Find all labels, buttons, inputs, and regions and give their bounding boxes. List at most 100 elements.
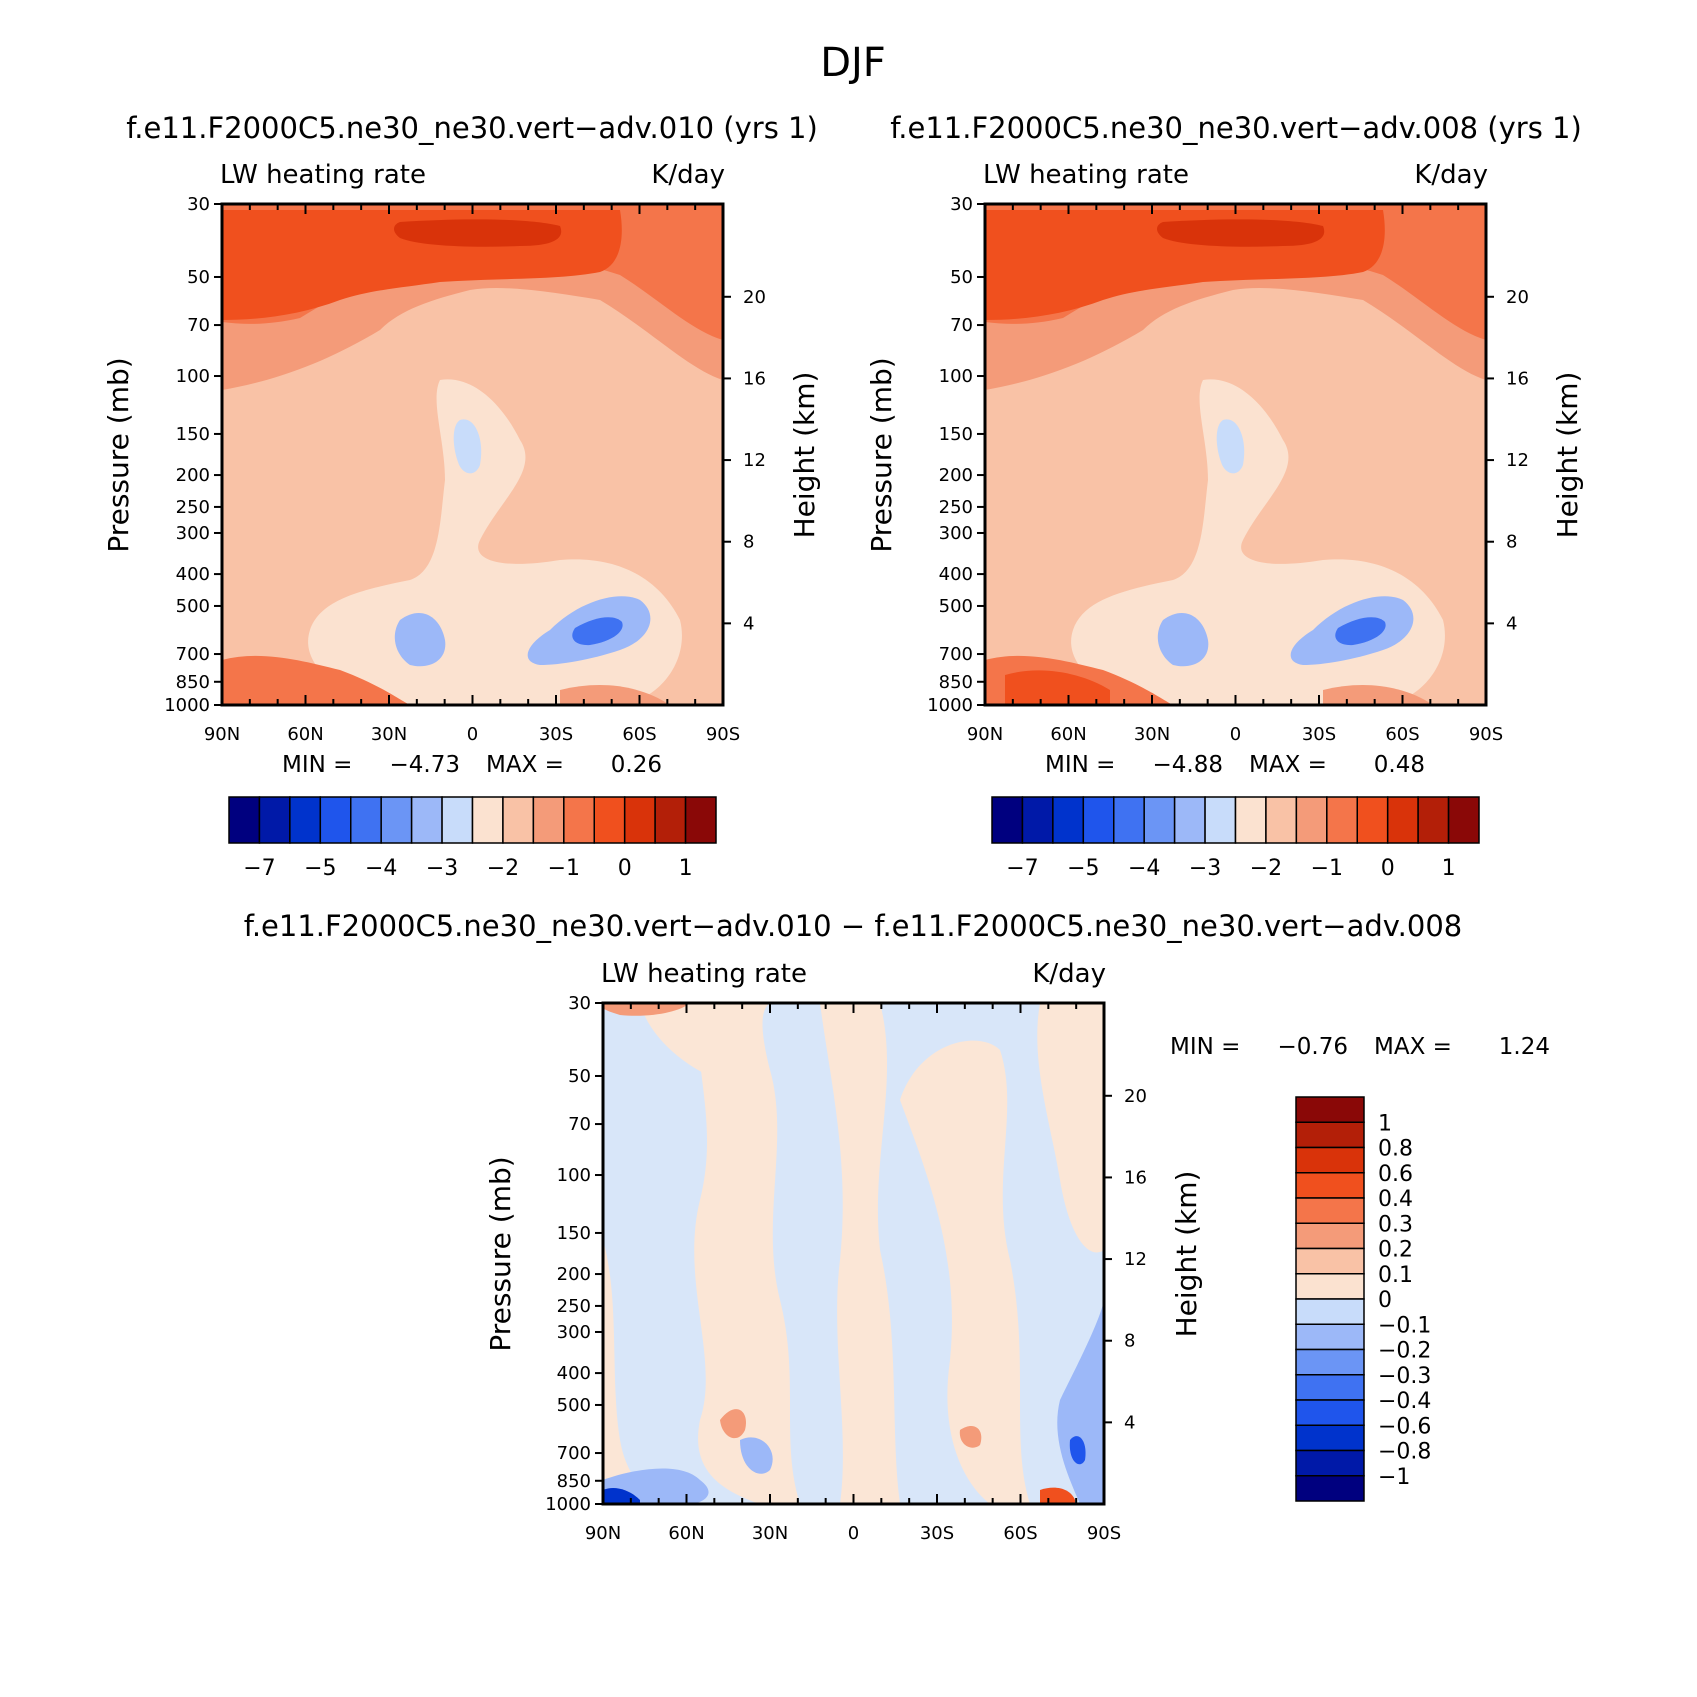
colorbar-swatch — [1113, 796, 1145, 844]
y-tick-label: 100 — [176, 366, 210, 387]
colorbar-swatch — [1295, 1323, 1365, 1351]
panel-right-units: K/day — [1414, 160, 1488, 190]
y-tick-label: 30 — [950, 194, 973, 215]
colorbar-label: −5 — [304, 856, 336, 881]
panel-diff: f.e11.F2000C5.ne30_ne30.vert−adv.010 − f… — [244, 909, 1550, 1544]
panel-diff-ylabel-right: Height (km) — [1170, 1171, 1203, 1338]
panel-left-units: K/day — [651, 160, 725, 190]
colorbar-swatch — [1326, 796, 1358, 844]
colorbar-swatch — [1295, 796, 1328, 844]
colorbar-label: −0.3 — [1378, 1364, 1431, 1389]
colorbar-label: 0 — [1378, 1288, 1392, 1313]
y-tick-label: 1000 — [927, 695, 973, 716]
contour-lower-warm-1 — [720, 1409, 746, 1439]
colorbar-swatch — [380, 796, 413, 844]
x-tick-label: 90S — [1469, 724, 1503, 745]
y-tick-label: 250 — [176, 497, 210, 518]
height-tick-label: 4 — [1124, 1412, 1135, 1433]
y-tick-label: 100 — [557, 1165, 591, 1186]
panel-diff-min-label: MIN = — [1170, 1034, 1240, 1060]
panel-left-ylabel-right: Height (km) — [788, 372, 821, 539]
colorbar-label: 0.3 — [1378, 1212, 1413, 1237]
y-tick-label: 30 — [568, 993, 591, 1014]
colorbar-swatch — [1447, 796, 1480, 844]
colorbar-swatch — [1295, 1222, 1365, 1250]
height-tick-label: 8 — [1124, 1331, 1135, 1352]
colorbar-label: −2 — [487, 856, 519, 881]
panel-right-contours — [985, 204, 1486, 705]
colorbar-label: −1 — [1311, 856, 1343, 881]
panel-right-variable: LW heating rate — [983, 160, 1189, 190]
y-tick-label: 250 — [939, 497, 973, 518]
height-tick-label: 12 — [1506, 450, 1529, 471]
y-tick-label: 500 — [176, 596, 210, 617]
contour-north-neg — [1157, 612, 1209, 667]
panel-diff-min-value: −0.76 — [1278, 1034, 1348, 1060]
colorbar-label: 1 — [679, 856, 693, 881]
colorbar-swatch — [1417, 796, 1450, 844]
panel-left: f.e11.F2000C5.ne30_ne30.vert−adv.010 (yr… — [102, 111, 821, 881]
y-tick-label: 70 — [187, 315, 210, 336]
colorbar-swatch — [1265, 796, 1298, 844]
colorbar-label: 1 — [1378, 1111, 1392, 1136]
panel-left-min-value: −4.73 — [390, 752, 460, 778]
colorbar-swatch — [1295, 1197, 1365, 1224]
colorbar-swatch — [350, 796, 382, 844]
colorbar-label: 0.2 — [1378, 1238, 1413, 1263]
colorbar-swatch — [289, 796, 322, 844]
height-tick-label: 8 — [1506, 532, 1517, 553]
figure-title: DJF — [820, 40, 886, 86]
y-tick-label: 700 — [557, 1443, 591, 1464]
panel-left-ylabel: Pressure (mb) — [102, 357, 135, 552]
colorbar-swatch — [1052, 796, 1085, 844]
colorbar-swatch — [1204, 796, 1237, 844]
contour-surface-warm — [222, 655, 410, 705]
height-tick-label: 16 — [743, 368, 766, 389]
height-tick-label: 8 — [743, 532, 754, 553]
contour-south-warm — [959, 1425, 982, 1448]
y-tick-label: 500 — [939, 596, 973, 617]
colorbar-label: 0.8 — [1378, 1137, 1413, 1162]
colorbar-swatch — [1143, 796, 1176, 844]
y-tick-label: 70 — [568, 1114, 591, 1135]
panel-right-max-value: 0.48 — [1374, 752, 1425, 778]
colorbar-label: −1 — [1378, 1465, 1410, 1490]
x-tick-label: 30S — [1302, 724, 1336, 745]
panel-diff-title: f.e11.F2000C5.ne30_ne30.vert−adv.010 − f… — [244, 909, 1463, 943]
x-tick-label: 30N — [752, 1523, 788, 1544]
panel-left-variable: LW heating rate — [220, 160, 426, 190]
colorbar-swatch — [1295, 1096, 1365, 1123]
panel-right-min-label: MIN = — [1045, 752, 1115, 778]
x-tick-label: 60S — [1385, 724, 1419, 745]
colorbar-label: −7 — [1006, 856, 1038, 881]
panel-left-max-value: 0.26 — [611, 752, 662, 778]
panel-diff-ylabel: Pressure (mb) — [484, 1156, 517, 1351]
height-tick-label: 4 — [743, 613, 754, 634]
panel-diff-units: K/day — [1032, 959, 1106, 989]
colorbar-swatch — [563, 796, 595, 844]
panel-left-colorbar: −7 −5 −4 −3 −2 −1 0 1 — [228, 796, 717, 881]
colorbar-label: −1 — [548, 856, 580, 881]
y-tick-label: 50 — [568, 1066, 591, 1087]
x-tick-label: 90S — [706, 724, 740, 745]
height-tick-label: 16 — [1506, 368, 1529, 389]
height-tick-label: 20 — [743, 287, 766, 308]
x-tick-label: 0 — [467, 724, 478, 745]
x-tick-label: 60N — [287, 724, 323, 745]
y-tick-label: 50 — [187, 267, 210, 288]
colorbar-label: −5 — [1067, 856, 1099, 881]
y-tick-label: 200 — [557, 1264, 591, 1285]
panel-left-title: f.e11.F2000C5.ne30_ne30.vert−adv.010 (yr… — [126, 111, 818, 145]
colorbar-label: −0.4 — [1378, 1389, 1431, 1414]
colorbar-swatch — [228, 796, 261, 844]
colorbar-swatch — [1234, 796, 1267, 844]
colorbar-swatch — [1295, 1348, 1365, 1376]
contour-south-neg-1 — [1057, 1300, 1104, 1504]
colorbar-swatch — [991, 796, 1024, 844]
contour-top-max — [394, 219, 562, 247]
contour-pos-band-4 — [1037, 1003, 1104, 1253]
contour-pos-band-2 — [820, 1003, 900, 1504]
